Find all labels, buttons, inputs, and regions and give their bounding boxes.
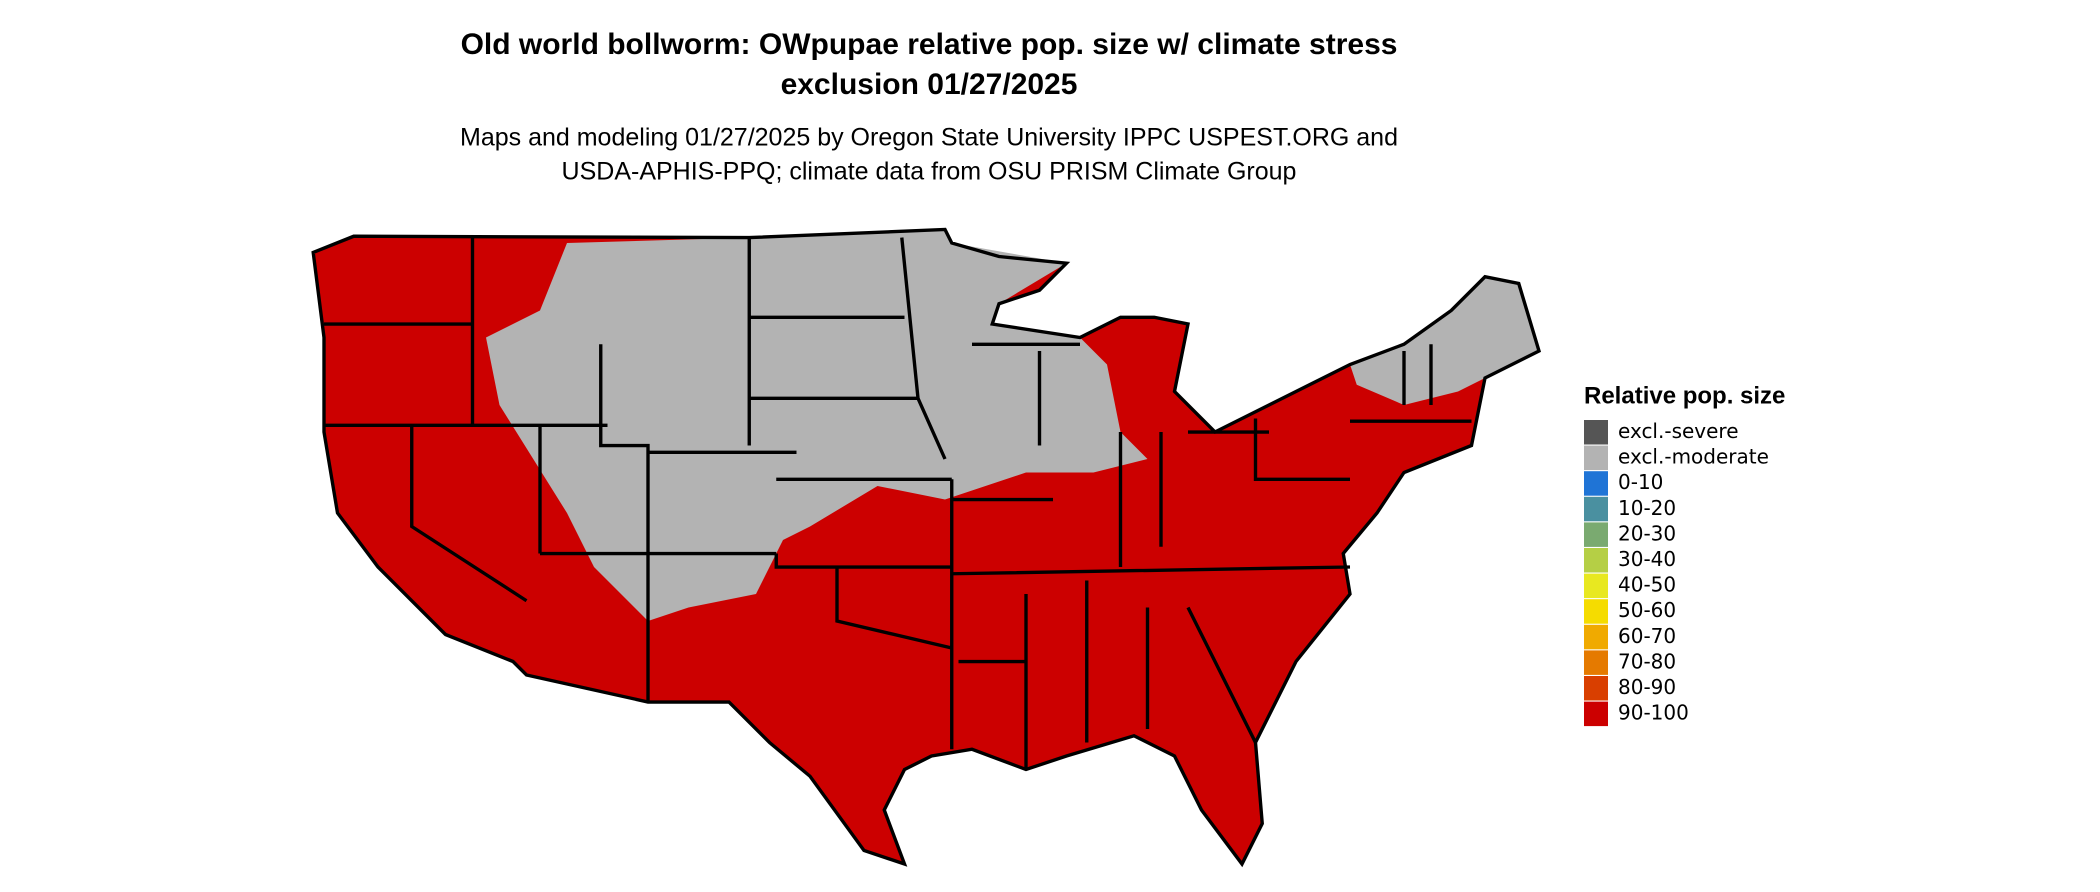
legend-label: 0-10 (1618, 470, 1663, 494)
legend: excl.-severeexcl.-moderate0-1010-2020-30… (1584, 419, 1769, 727)
legend-label: excl.-severe (1618, 419, 1739, 443)
region-excluded (1350, 276, 1539, 405)
state-borders (324, 237, 1472, 770)
legend-swatch (1584, 676, 1608, 701)
subtitle-line: Maps and modeling 01/27/2025 by Oregon S… (460, 124, 1398, 152)
region-excluded (486, 229, 1148, 621)
map (311, 227, 1542, 868)
legend-label: 30-40 (1618, 547, 1676, 571)
subtitle-line: USDA-APHIS-PPQ; climate data from OSU PR… (562, 158, 1297, 186)
legend-label: 70-80 (1618, 649, 1676, 673)
legend-title: Relative pop. size (1584, 382, 1785, 409)
legend-label: excl.-moderate (1618, 445, 1769, 469)
legend-label: 20-30 (1618, 521, 1676, 545)
legend-swatch (1584, 573, 1608, 599)
legend-swatch (1584, 701, 1608, 727)
legend-swatch (1584, 599, 1608, 624)
legend-label: 60-70 (1618, 624, 1676, 648)
legend-swatch (1584, 471, 1608, 496)
legend-label: 50-60 (1618, 598, 1676, 622)
legend-swatch (1584, 445, 1608, 471)
legend-swatch (1584, 420, 1608, 445)
title-line: Old world bollworm: OWpupae relative pop… (461, 28, 1398, 61)
legend-swatch (1584, 496, 1608, 522)
legend-label: 80-90 (1618, 675, 1676, 699)
country-outline (311, 227, 1542, 868)
legend-label: 40-50 (1618, 573, 1676, 597)
legend-label: 90-100 (1618, 701, 1689, 725)
legend-label: 10-20 (1618, 496, 1676, 520)
legend-swatch (1584, 522, 1608, 547)
title-line: exclusion 01/27/2025 (781, 68, 1078, 101)
legend-swatch (1584, 548, 1608, 573)
legend-swatch (1584, 624, 1608, 650)
legend-swatch (1584, 650, 1608, 675)
